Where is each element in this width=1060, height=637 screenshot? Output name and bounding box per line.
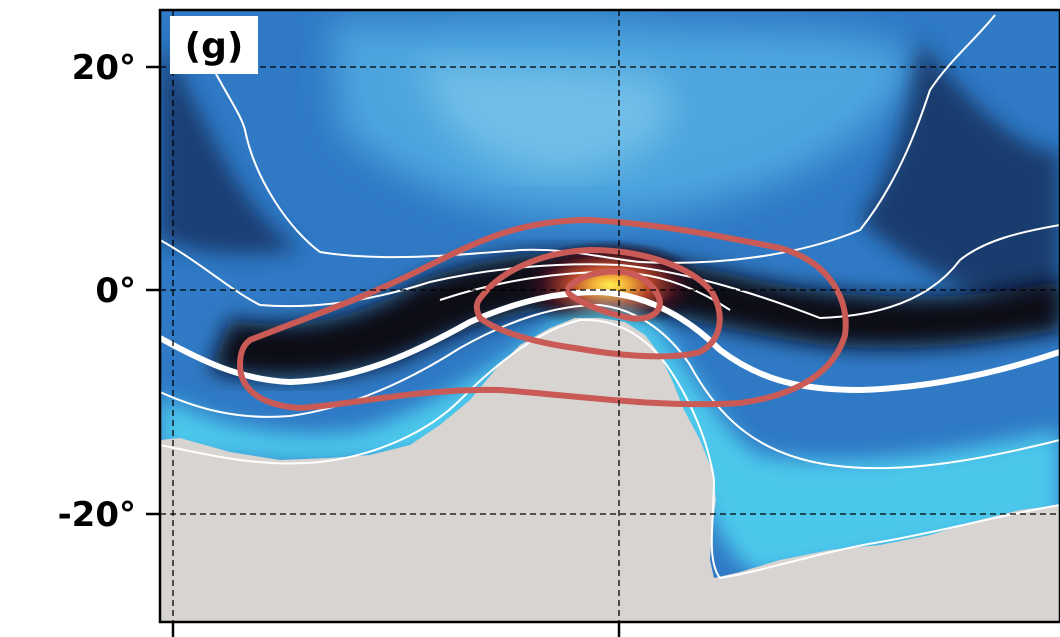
white-contour-bold — [160, 288, 1060, 394]
y-tick-label-0: 0° — [95, 271, 136, 311]
y-ticks — [146, 65, 160, 516]
plot-frame — [158, 8, 1060, 624]
red-contour-middle — [473, 247, 723, 360]
cyan-coastal-fringe — [160, 307, 1060, 575]
panel-label: (g) — [185, 26, 244, 67]
white-contour-1 — [189, 14, 996, 264]
red-contours — [237, 217, 849, 411]
white-contour-3 — [160, 303, 1060, 470]
upper-light-patch — [420, 60, 673, 175]
red-contour-inner — [564, 268, 663, 322]
white-contours — [160, 14, 1060, 580]
gridlines — [160, 10, 1060, 622]
x-ticks — [171, 622, 621, 637]
panel-label-box — [170, 16, 258, 74]
red-contour-outer — [237, 217, 849, 411]
white-contour-coast — [160, 318, 1060, 580]
dark-patch-right — [860, 40, 1060, 330]
white-contour-2 — [160, 224, 1060, 320]
dark-patch-left — [160, 40, 300, 255]
land-mask — [160, 318, 1060, 622]
y-tick-label-20s: -20° — [58, 495, 136, 535]
y-tick-label-20n: 20° — [72, 48, 136, 88]
